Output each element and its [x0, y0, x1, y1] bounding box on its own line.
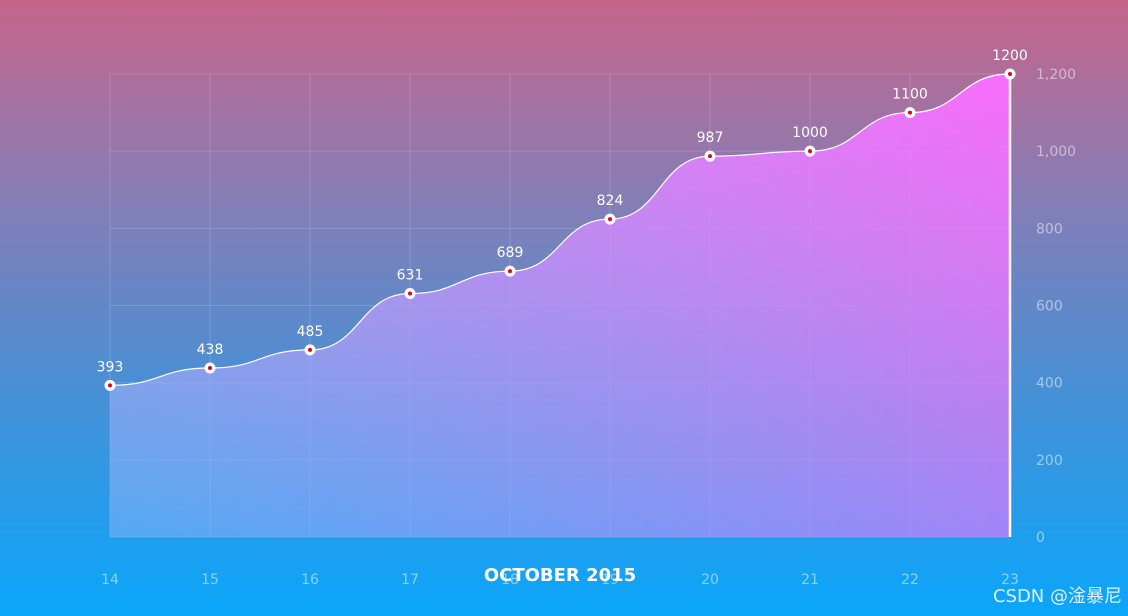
data-point-center — [408, 291, 412, 296]
x-tick-label: 23 — [1001, 572, 1019, 588]
y-tick-label: 200 — [1036, 453, 1063, 469]
data-point-center — [108, 383, 112, 388]
chart-title: OCTOBER 2015 — [484, 565, 636, 586]
watermark: CSDN @淦暴尼 — [992, 586, 1122, 607]
data-points — [104, 68, 1016, 391]
x-tick-label: 17 — [401, 572, 419, 588]
x-tick-label: 19 — [601, 572, 619, 588]
data-point-center — [608, 217, 612, 222]
data-label: 1200 — [992, 48, 1028, 64]
data-label: 1100 — [892, 87, 928, 103]
y-tick-label: 0 — [1036, 530, 1045, 546]
data-point-center — [808, 149, 812, 154]
data-label: 631 — [397, 268, 424, 284]
x-tick-label: 22 — [901, 572, 919, 588]
y-tick-label: 1,200 — [1036, 67, 1076, 83]
data-label: 824 — [597, 193, 624, 209]
data-point-center — [708, 154, 712, 159]
data-point-center — [308, 347, 312, 352]
data-label: 438 — [197, 342, 224, 358]
x-tick-label: 18 — [501, 572, 519, 588]
data-point-center — [508, 269, 512, 274]
data-label: 689 — [497, 245, 524, 261]
data-point-center — [1008, 72, 1012, 76]
data-point-center — [908, 110, 912, 115]
x-tick-label: 15 — [201, 572, 219, 588]
data-labels: 393 438 485 631 689 824 987 1000 1100 1200 — [97, 48, 1028, 375]
y-tick-label: 400 — [1036, 376, 1063, 392]
series-line — [109, 73, 1011, 386]
x-tick-label: 16 — [301, 572, 319, 588]
area-tint — [110, 74, 1010, 537]
y-tick-label: 600 — [1036, 299, 1063, 315]
x-tick-label: 14 — [101, 572, 119, 588]
x-tick-labels: 14 15 16 17 18 19 20 21 22 23 — [101, 572, 1019, 588]
y-tick-label: 800 — [1036, 221, 1063, 237]
data-label: 987 — [697, 130, 724, 146]
x-tick-label: 21 — [801, 572, 819, 588]
data-label: 1000 — [792, 125, 828, 141]
x-tick-label: 20 — [701, 572, 719, 588]
y-tick-labels: 0 200 400 600 800 1,000 1,200 — [1036, 67, 1076, 546]
data-label: 485 — [297, 324, 324, 340]
data-label: 393 — [97, 359, 124, 375]
data-point-center — [208, 366, 212, 371]
y-tick-label: 1,000 — [1036, 144, 1076, 160]
